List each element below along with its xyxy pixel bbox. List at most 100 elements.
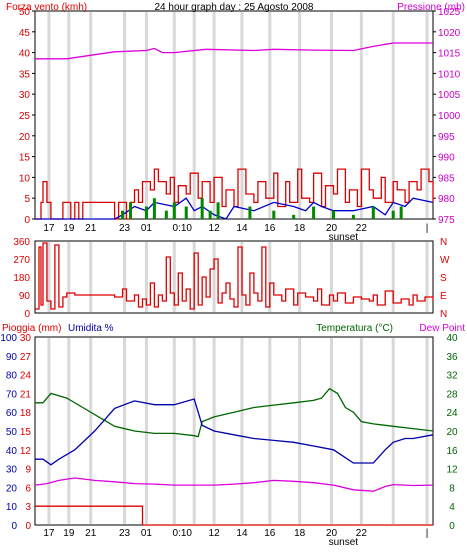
humidity-tick-label: 50 [6, 427, 18, 438]
left-tick-label: 35 [19, 69, 31, 80]
x-tick-label: | [426, 528, 429, 539]
left-tick-label: 40 [19, 49, 31, 60]
compass-label: E [440, 291, 447, 302]
wind-gust-bar [208, 210, 212, 219]
temperature-tick-label: 36 [446, 352, 458, 363]
rain-tick-label: 3 [25, 502, 31, 513]
x-tick-label: 23 [119, 528, 131, 539]
left-tick-label: 15 [19, 153, 31, 164]
rain-axis-label: Pioggia (mm) [2, 323, 61, 334]
x-tick-label: 20 [326, 528, 338, 539]
rain-tick-label: 15 [20, 427, 32, 438]
rain-tick-label: 9 [25, 465, 31, 476]
x-tick-label: 16 [264, 528, 276, 539]
x-tick-label: 0:10 [173, 223, 193, 234]
left-tick-label: 30 [19, 90, 31, 101]
x-tick-label: 23 [119, 223, 131, 234]
wind-gust-bar [216, 202, 220, 219]
right-tick-label: 990 [438, 153, 455, 164]
x-tick-label: 14 [236, 528, 248, 539]
x-tick-label: 18 [294, 223, 306, 234]
direction-tick-label: 360 [13, 237, 30, 248]
compass-label: W [440, 255, 450, 266]
right-tick-label: 975 [438, 215, 455, 226]
sunset-annotation: sunset [329, 232, 359, 243]
humidity-tick-label: 0 [11, 521, 17, 532]
left-tick-label: 25 [19, 111, 31, 122]
plot-area-3 [34, 336, 434, 526]
temperature-tick-label: 16 [446, 446, 458, 457]
x-tick-label: 19 [63, 528, 75, 539]
temperature-tick-label: 32 [446, 371, 458, 382]
rain-tick-label: 24 [20, 371, 32, 382]
wind-gust-bar [351, 214, 355, 219]
wind-gust-bar [248, 206, 252, 219]
right-tick-label: 985 [438, 173, 455, 184]
wind-gust-bar [184, 206, 188, 219]
right-tick-label: 1005 [438, 90, 461, 101]
direction-tick-label: 180 [13, 273, 30, 284]
left-tick-label: 10 [19, 173, 31, 184]
humidity-tick-label: 10 [6, 502, 18, 513]
left-tick-label: 45 [19, 28, 31, 39]
right-tick-label: 1020 [438, 28, 461, 39]
humidity-tick-label: 30 [6, 465, 18, 476]
humidity-axis-label: Umidita % [68, 323, 114, 334]
left-axis-label: Forza vento (kmh) [6, 2, 87, 13]
dewpoint-axis-label: Dew Point [419, 323, 465, 334]
wind-gust-bar [292, 214, 296, 219]
humidity-tick-label: 80 [6, 371, 18, 382]
x-tick-label: 22 [356, 223, 368, 234]
right-tick-label: 1000 [438, 111, 461, 122]
series3-line-2 [34, 477, 434, 492]
wind-gust-bar [272, 210, 276, 219]
series-line-2 [35, 197, 434, 220]
sunset-annotation: sunset [329, 537, 359, 548]
x-tick-label: 01 [141, 223, 153, 234]
left-tick-label: 5 [24, 194, 30, 205]
rain-tick-label: 0 [25, 521, 31, 532]
temperature-tick-label: 28 [446, 389, 458, 400]
x-tick-label: 21 [85, 528, 97, 539]
wind-gust-bar [200, 198, 204, 219]
x-tick-label: 0:10 [173, 528, 193, 539]
wind-gust-bar [391, 210, 395, 219]
right-tick-label: 995 [438, 132, 455, 143]
humidity-tick-label: 60 [6, 408, 18, 419]
right-tick-label: 980 [438, 194, 455, 205]
series-line-0 [35, 42, 433, 60]
series3-line-0 [35, 387, 434, 438]
wind-gust-bar [312, 206, 316, 219]
x-tick-label: 12 [209, 223, 221, 234]
rain-tick-label: 18 [20, 408, 32, 419]
direction-tick-label: 0 [24, 309, 30, 320]
temperature-tick-label: 4 [449, 502, 455, 513]
left-tick-label: 50 [19, 7, 31, 18]
right-tick-label: 1025 [438, 7, 461, 18]
temperature-tick-label: 8 [449, 483, 455, 494]
direction-tick-label: 90 [19, 291, 31, 302]
x-tick-label: 14 [236, 223, 248, 234]
wind-gust-bar [332, 210, 335, 219]
right-axis-label: Pressione (mb) [397, 2, 465, 13]
temperature-axis-label: Temperatura (°C) [316, 323, 393, 334]
direction-tick-label: 270 [13, 255, 30, 266]
rain-tick-label: 6 [25, 483, 31, 494]
temperature-tick-label: 20 [446, 427, 458, 438]
x-tick-label: 16 [264, 223, 276, 234]
plot-area-1 [34, 10, 434, 220]
x-tick-label: 18 [294, 528, 306, 539]
left-tick-label: 0 [24, 215, 30, 226]
temperature-tick-label: 12 [446, 465, 458, 476]
chart-title: 24 hour graph day : 25 Agosto 2008 [154, 2, 313, 13]
rain-tick-label: 30 [20, 333, 32, 344]
series3-line-1 [35, 398, 434, 466]
rain-tick-label: 27 [20, 352, 32, 363]
series3-line-3 [35, 505, 433, 526]
temperature-tick-label: 40 [446, 333, 458, 344]
compass-label: N [440, 237, 447, 248]
x-tick-label: 22 [356, 528, 368, 539]
x-tick-label: 12 [209, 528, 221, 539]
